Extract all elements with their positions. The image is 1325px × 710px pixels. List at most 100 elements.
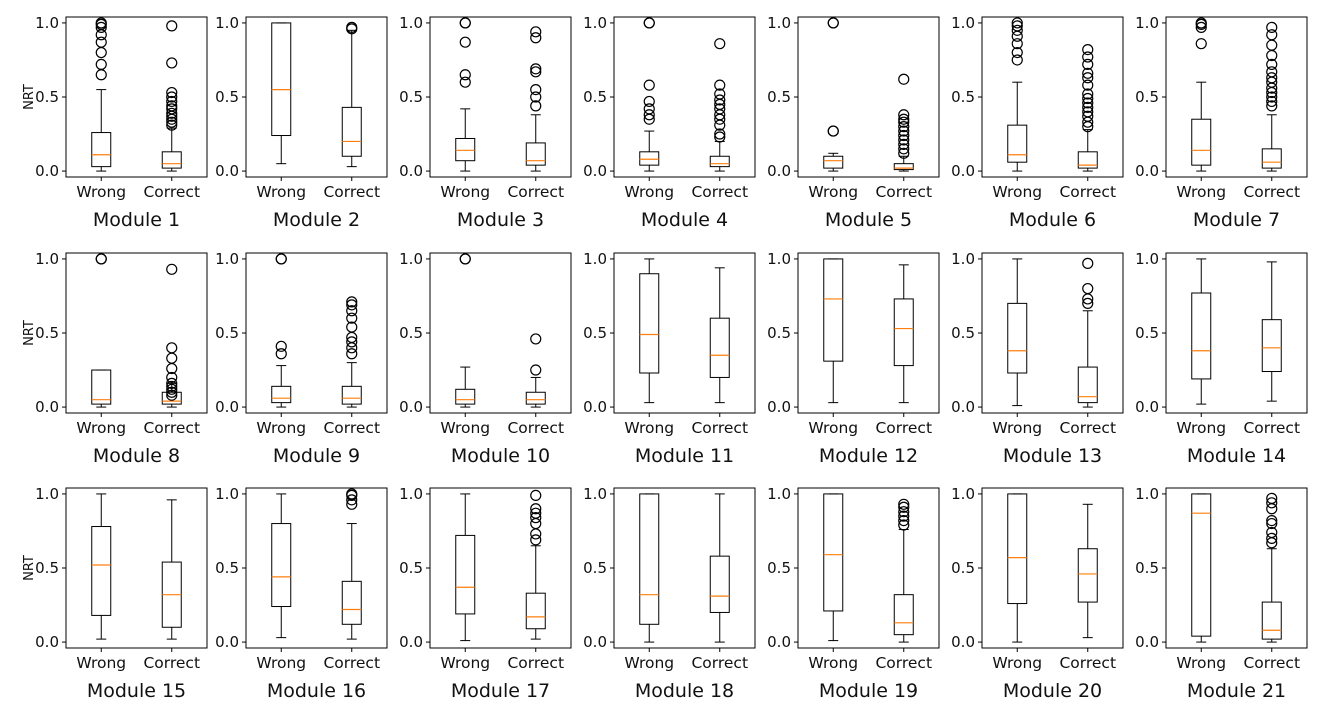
outlier-point — [530, 32, 542, 44]
x-tick-label: Wrong — [992, 654, 1042, 672]
axes-frame — [245, 252, 388, 414]
outlier-point — [1011, 17, 1023, 29]
y-tick-label: 0.0 — [35, 398, 59, 416]
y-tick-label: 0.5 — [399, 559, 423, 577]
y-tick-label: 1.0 — [35, 485, 59, 503]
subplot-module-20: 0.0 0.5 1.0 Wrong Correct Module 20 — [951, 485, 1124, 702]
box-correct: Correct — [143, 20, 200, 201]
x-tick-label: Correct — [1243, 654, 1300, 672]
y-tick-label: 0.5 — [399, 88, 423, 106]
x-tick-label: Correct — [323, 654, 380, 672]
iqr-box — [1077, 151, 1098, 169]
axes-frame — [613, 487, 756, 649]
outlier-point — [898, 73, 910, 85]
iqr-box — [709, 317, 730, 378]
x-tick-label: Correct — [507, 654, 564, 672]
outlier-point — [530, 517, 542, 530]
outlier-point — [1266, 532, 1278, 544]
x-tick-label: Correct — [691, 654, 748, 672]
iqr-box — [1077, 548, 1098, 603]
outlier-point — [1082, 101, 1094, 113]
iqr-box — [893, 594, 914, 636]
outlier-point — [166, 107, 178, 119]
axes-frame — [429, 16, 572, 178]
outlier-point — [1082, 257, 1094, 269]
outlier-point — [1266, 526, 1278, 539]
module-title: Module 3 — [457, 209, 544, 231]
subplot-module-16: 0.0 0.5 1.0 Wrong Correct Module 16 — [215, 485, 388, 702]
outlier-point — [1266, 514, 1278, 527]
x-tick-label: Wrong — [256, 419, 306, 437]
iqr-box — [823, 493, 844, 612]
subplot-module-19: 0.0 0.5 1.0 Wrong Correct Module 19 — [767, 485, 940, 702]
outlier-point — [1082, 67, 1094, 79]
iqr-box — [455, 534, 476, 615]
y-tick-label: 0.5 — [951, 88, 975, 106]
outlier-point — [166, 119, 178, 131]
subplot-module-7: 0.0 0.5 1.0 Wrong Correct Module 7 — [1135, 14, 1308, 231]
x-tick-label: Wrong — [992, 183, 1042, 201]
y-tick-label: 1.0 — [35, 250, 59, 268]
outlier-point — [166, 20, 178, 32]
outlier-point — [1082, 79, 1094, 91]
outlier-point — [166, 371, 178, 384]
outlier-point — [166, 95, 178, 108]
axes-frame — [613, 252, 756, 414]
x-tick-label: Wrong — [808, 419, 858, 437]
module-title: Module 7 — [1193, 209, 1280, 231]
x-tick-label: Correct — [323, 183, 380, 201]
y-tick-label: 0.5 — [767, 324, 791, 342]
outlier-point — [166, 389, 178, 401]
outlier-point — [166, 342, 178, 354]
outlier-point — [898, 506, 910, 518]
y-tick-label: 0.5 — [215, 559, 239, 577]
outlier-point — [530, 83, 542, 96]
axes-frame — [65, 16, 208, 178]
module-title: Module 14 — [1187, 445, 1286, 467]
axes-frame — [245, 487, 388, 649]
y-tick-label: 0.5 — [35, 559, 59, 577]
outlier-point — [275, 340, 287, 352]
outlier-point — [1266, 95, 1278, 108]
iqr-box — [271, 385, 292, 404]
box-wrong: Wrong — [440, 493, 490, 672]
x-tick-label: Wrong — [256, 183, 306, 201]
module-title: Module 5 — [825, 209, 912, 231]
x-tick-label: Correct — [507, 419, 564, 437]
subplot-module-3: 0.0 0.5 1.0 Wrong Correct Module 3 — [399, 14, 572, 231]
y-tick-label: 0.0 — [583, 162, 607, 180]
outlier-point — [898, 143, 910, 155]
outlier-point — [1266, 517, 1278, 530]
box-wrong: Wrong — [76, 253, 126, 437]
outlier-point — [898, 134, 910, 146]
iqr-box — [1007, 302, 1028, 374]
outlier-point — [714, 38, 726, 50]
box-correct: Correct — [691, 267, 748, 437]
box-wrong: Wrong — [256, 253, 306, 437]
box-correct: Correct — [143, 263, 200, 437]
axes-frame — [797, 487, 940, 649]
box-correct: Correct — [323, 488, 380, 672]
axes-frame — [1165, 252, 1308, 414]
iqr-box — [341, 106, 362, 157]
outlier-point — [346, 488, 358, 500]
y-tick-label: 1.0 — [767, 250, 791, 268]
x-tick-label: Wrong — [992, 419, 1042, 437]
outlier-point — [898, 510, 910, 522]
box-wrong: Wrong — [808, 258, 858, 437]
box-correct: Correct — [691, 493, 748, 672]
x-tick-label: Wrong — [256, 654, 306, 672]
outlier-point — [1082, 106, 1094, 118]
iqr-box — [1191, 493, 1212, 637]
y-tick-label: 1.0 — [399, 485, 423, 503]
iqr-box — [341, 580, 362, 625]
box-correct: Correct — [1243, 261, 1300, 437]
module-title: Module 9 — [273, 445, 360, 467]
box-correct: Correct — [1243, 492, 1300, 672]
outlier-point — [1266, 497, 1278, 509]
outlier-point — [898, 109, 910, 121]
subplot-module-15: 0.0 0.5 1.0 Wrong Correct NRT Module 15 — [22, 485, 208, 702]
outlier-point — [1082, 43, 1094, 56]
outlier-point — [1082, 97, 1094, 109]
